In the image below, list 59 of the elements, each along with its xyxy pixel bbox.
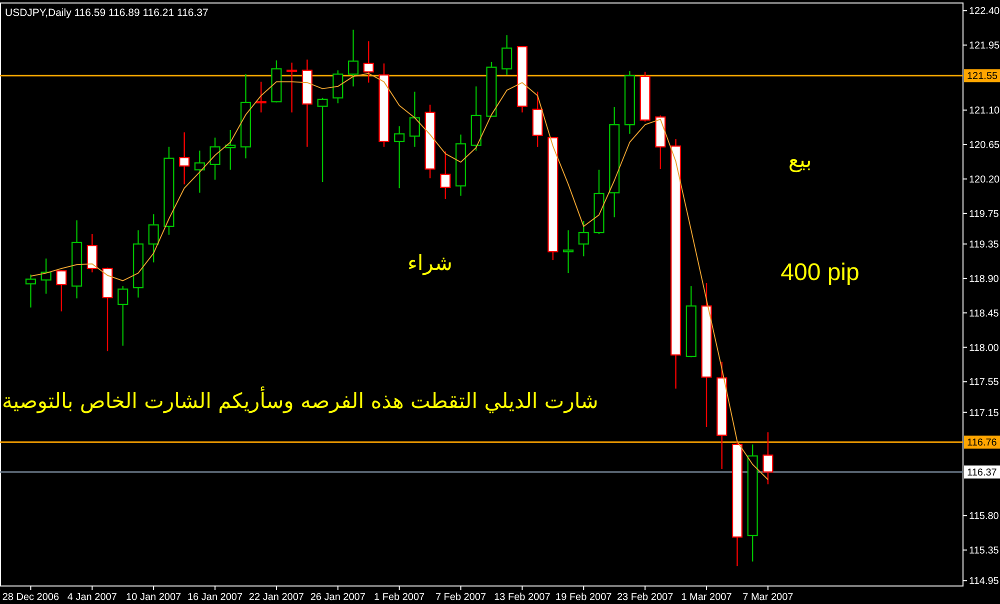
candlestick (148, 214, 159, 263)
candlestick (56, 269, 67, 312)
y-tick-label: 118.90 (969, 274, 1000, 285)
ref-line-label: 116.37 (967, 468, 998, 478)
x-tick-label: 28 Dec 2006 (2, 592, 60, 603)
x-tick-label: 23 Feb 2007 (616, 592, 674, 603)
candlestick (762, 432, 774, 485)
candlestick (332, 70, 344, 104)
candlestick (440, 150, 451, 200)
candlestick (194, 150, 205, 194)
x-tick-label: 19 Feb 2007 (556, 592, 612, 603)
candlestick (562, 230, 574, 274)
y-tick-label: 119.35 (969, 240, 1000, 251)
candlestick (256, 81, 266, 114)
y-tick-label: 119.75 (969, 208, 1000, 220)
candlestick (86, 233, 98, 273)
annotation: شارت الديلي التقطت هذه الفرصه وسأريكم الشارت الخاص بالتوصية (2, 386, 598, 414)
candlestick (348, 29, 359, 87)
candlestick (502, 34, 512, 76)
candlestick (317, 97, 328, 183)
ref-line-label: 116.76 (967, 438, 998, 449)
candlestick (210, 137, 220, 180)
x-tick-label: 1 Feb 2007 (374, 592, 426, 603)
y-tick-label: 115.80 (969, 511, 1000, 522)
y-tick-label: 118.45 (969, 308, 1000, 320)
y-tick-label: 121.10 (969, 106, 1000, 117)
x-tick-label: 13 Feb 2007 (494, 592, 551, 603)
y-tick-label: 120.20 (969, 174, 1000, 186)
y-tick-label: 115.35 (969, 546, 1000, 557)
candlestick (225, 129, 236, 170)
x-tick-label: 1 Mar 2007 (681, 592, 732, 603)
ref-line-label: 121.55 (967, 71, 998, 82)
text: بيع (788, 148, 812, 173)
text: 400 pip (780, 259, 860, 286)
candlestick (578, 220, 589, 257)
y-tick-label: 120.65 (969, 140, 1000, 152)
y-tick-label: 121.95 (969, 40, 1000, 52)
candlestick (409, 91, 420, 148)
annotation: شراء (408, 251, 452, 276)
candlestick (179, 132, 190, 185)
x-tick-label: 7 Mar 2007 (742, 592, 794, 603)
candlestick (40, 258, 52, 294)
x-tick-label: 16 Jan 2007 (187, 592, 243, 603)
x-tick-label: 26 Jan 2007 (310, 592, 366, 603)
y-tick-label: 117.15 (969, 408, 1000, 419)
candlestick (394, 126, 405, 189)
candlestick (118, 285, 128, 346)
y-tick-label: 114.95 (969, 576, 1000, 588)
chart-title: USDJPY,Daily 116.59 116.89 116.21 116.37 (5, 7, 208, 19)
y-tick-label: 118.00 (969, 342, 1000, 354)
candlestick (363, 40, 374, 84)
y-tick-label: 122.40 (969, 6, 1000, 18)
x-tick-label: 7 Feb 2007 (435, 592, 486, 603)
x-tick-label: 10 Jan 2007 (126, 592, 182, 603)
candlestick (286, 62, 298, 114)
y-tick-label: 117.55 (969, 377, 1000, 388)
x-tick-label: 4 Jan 2007 (67, 592, 118, 603)
candlestick (25, 274, 36, 308)
x-tick-label: 22 Jan 2007 (248, 592, 304, 603)
